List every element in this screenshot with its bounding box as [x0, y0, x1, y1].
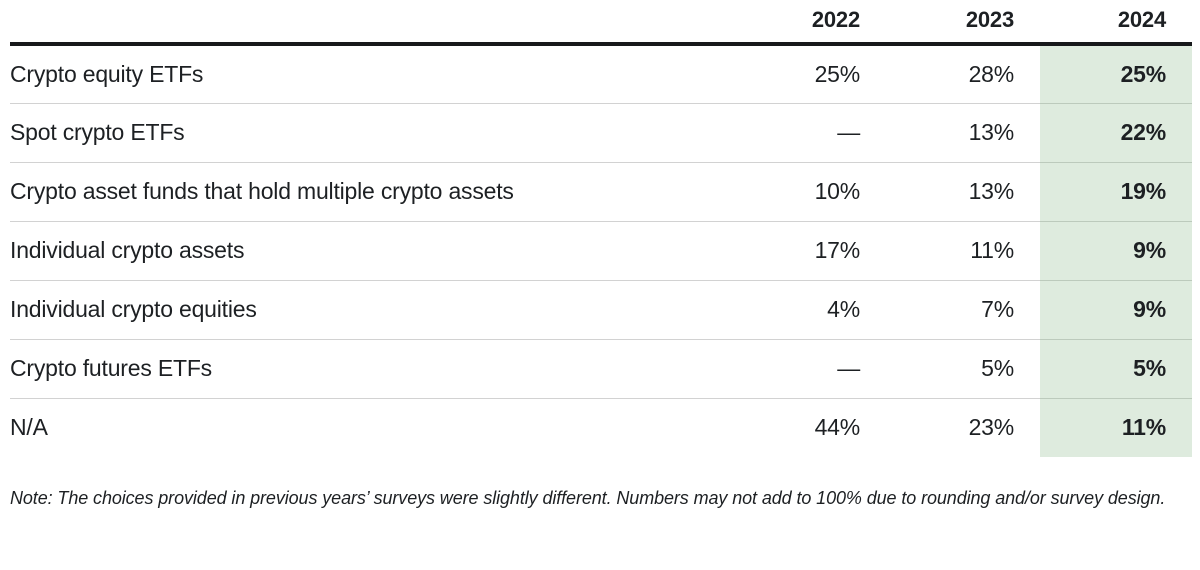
row-label: Individual crypto assets	[10, 221, 732, 281]
value-cell-2024: 5%	[1040, 339, 1192, 399]
value-cell-2023: 13%	[886, 103, 1040, 163]
survey-table: 2022 2023 2024 Crypto equity ETFs 25% 28% 2…	[10, 0, 1192, 457]
header-row: 2022 2023 2024	[10, 0, 1192, 46]
header-label-spacer	[10, 0, 732, 46]
value-cell-2024: 9%	[1040, 280, 1192, 340]
row-label: Spot crypto ETFs	[10, 103, 732, 163]
table-row: Individual crypto assets 17% 11% 9%	[10, 221, 1192, 281]
row-label: N/A	[10, 414, 48, 441]
value-cell-2024: 9%	[1040, 221, 1192, 281]
value-cell-2024: 25%	[1040, 44, 1192, 104]
table-row: Crypto asset funds that hold multiple cr…	[10, 162, 1192, 222]
value-cell-2023: 23%	[968, 414, 1015, 441]
value-cell-2022: 44%	[814, 414, 861, 441]
value-cell-2022: 4%	[732, 280, 886, 340]
row-label: Crypto equity ETFs	[10, 44, 732, 104]
value-cell-2023: 11%	[886, 221, 1040, 281]
value-cell-2024: 11%	[1040, 398, 1192, 457]
table-row: N/A 44% 23% 11%	[10, 398, 1192, 457]
header-year-2023: 2023	[886, 0, 1040, 46]
value-cell-2022: 25%	[732, 44, 886, 104]
value-cell-2022: —	[732, 103, 886, 163]
value-cell-2023: 7%	[886, 280, 1040, 340]
value-cell-2022: 17%	[732, 221, 886, 281]
value-cell-2023: 5%	[886, 339, 1040, 399]
row-label: Crypto futures ETFs	[10, 339, 732, 399]
table-row: Crypto futures ETFs —5% 5%	[10, 339, 1192, 399]
value-cell-2023: 13%	[886, 162, 1040, 222]
survey-table-figure: 2022 2023 2024 Crypto equity ETFs 25% 28% 2…	[10, 0, 1192, 508]
value-cell-2024: 19%	[1040, 162, 1192, 222]
row-label: Crypto asset funds that hold multiple cr…	[10, 162, 732, 222]
value-cell-2024: 22%	[1040, 103, 1192, 163]
header-year-2024: 2024	[1040, 0, 1192, 46]
table-row: Crypto equity ETFs 25% 28% 25%	[10, 44, 1192, 104]
value-cell-2022: —	[732, 339, 886, 399]
table-row: Individual crypto equities 4% 7% 9%	[10, 280, 1192, 340]
value-cell-2023: 28%	[886, 44, 1040, 104]
header-year-2022: 2022	[732, 0, 886, 46]
value-cell-2022: 10%	[732, 162, 886, 222]
row-label: Individual crypto equities	[10, 280, 732, 340]
table-body: Crypto equity ETFs 25% 28% 25% Spot crypto E…	[10, 44, 1192, 457]
table-row: Spot crypto ETFs —13% 22%	[10, 103, 1192, 163]
table-header: 2022 2023 2024	[10, 0, 1192, 46]
footnote: Note: The choices provided in previous y…	[10, 488, 1166, 508]
